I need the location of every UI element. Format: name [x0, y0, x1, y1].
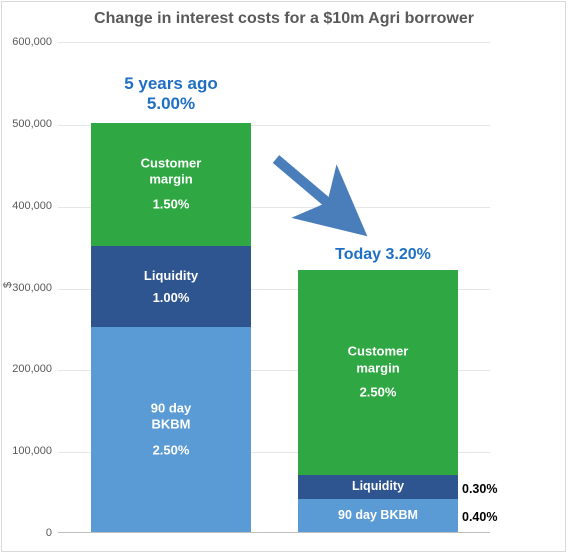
bar2-top-l1: Today 3.20%: [335, 246, 431, 263]
bar1-mar-pct: 1.50%: [153, 196, 190, 211]
bar1-liq-l1: Liquidity: [144, 267, 198, 282]
bar1-bkbm-pct: 2.50%: [153, 443, 190, 458]
bar1-mar-l2: margin: [149, 172, 192, 187]
bar1-top-l1: 5 years ago: [124, 74, 218, 93]
bar1-liquidity: Liquidity 1.00%: [91, 246, 251, 328]
bar2-bkbm-inline: 90 day BKBM: [338, 508, 418, 522]
bar2-bkbm: 90 day BKBM: [298, 499, 458, 532]
bar2-liq-inline: Liquidity: [352, 479, 404, 493]
chart-title: Change in interest costs for a $10m Agri…: [0, 10, 568, 28]
bar2-liq-pct: 0.30%: [462, 482, 497, 496]
bar1-bkbm-l1: 90 day: [151, 400, 191, 415]
bar2-mar-pct: 2.50%: [360, 385, 397, 400]
bar1-top-l2: 5.00%: [147, 94, 195, 113]
ytick-500000: 500,000: [4, 118, 52, 130]
bar1-top-label: 5 years ago 5.00%: [91, 74, 251, 114]
bar1-bkbm-l2: BKBM: [152, 417, 191, 432]
bar1-bkbm: 90 day BKBM 2.50%: [91, 327, 251, 532]
bar1-liq-pct: 1.00%: [153, 290, 190, 305]
ytick-200000: 200,000: [4, 363, 52, 375]
bar2-top-label: Today 3.20%: [298, 246, 468, 264]
ytick-400000: 400,000: [4, 200, 52, 212]
ytick-0: 0: [4, 527, 52, 539]
bar2-margin: Customer margin 2.50%: [298, 270, 458, 475]
plot-area: 90 day BKBM 2.50% Liquidity 1.00% Custom…: [58, 42, 490, 533]
bar2-bkbm-pct: 0.40%: [462, 510, 497, 524]
bar2-liquidity: Liquidity: [298, 475, 458, 500]
ytick-600000: 600,000: [4, 36, 52, 48]
bar1-mar-l1: Customer: [141, 156, 202, 171]
bar1-margin: Customer margin 1.50%: [91, 123, 251, 246]
bar2-mar-l2: margin: [356, 360, 399, 375]
bar2-mar-l1: Customer: [348, 344, 409, 359]
ytick-300000: 300,000: [4, 282, 52, 294]
ytick-100000: 100,000: [4, 445, 52, 457]
